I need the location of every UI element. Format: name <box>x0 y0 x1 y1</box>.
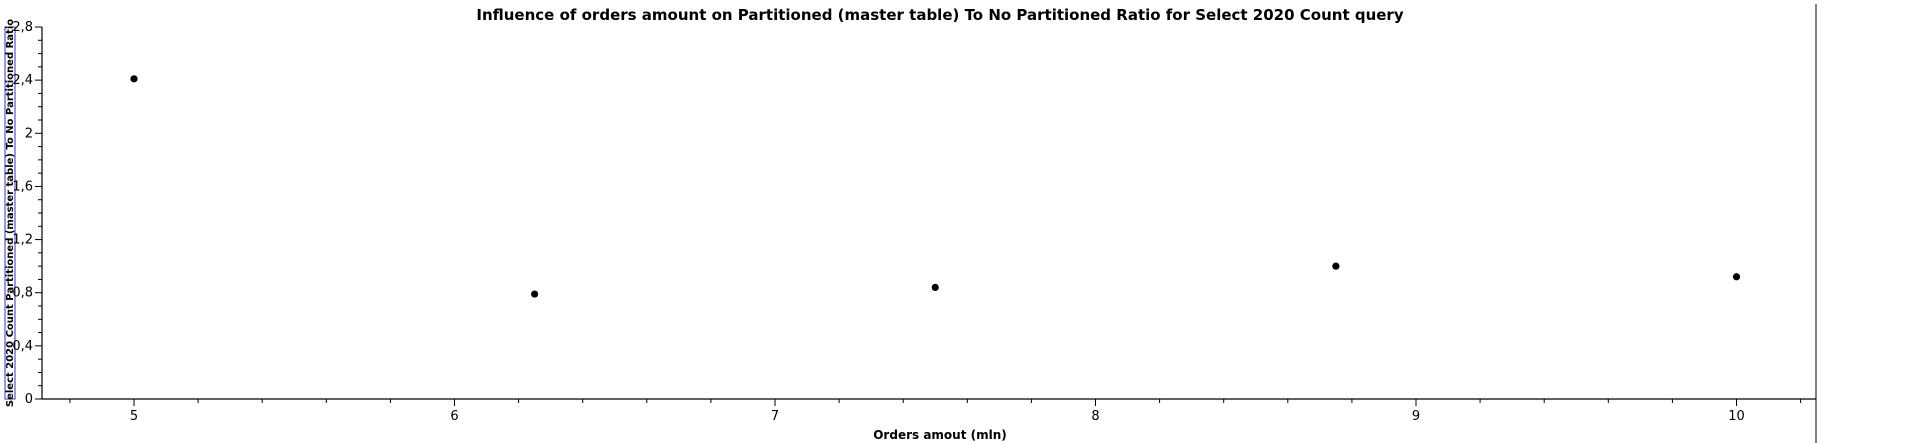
x-tick-label: 8 <box>1091 409 1099 424</box>
x-tick-label: 6 <box>450 409 458 424</box>
y-tick-label: 0,4 <box>12 339 33 354</box>
y-tick-label: 0,8 <box>12 286 33 301</box>
x-tick-label: 7 <box>771 409 779 424</box>
y-tick-label: 2,4 <box>12 73 33 88</box>
y-axis-label-box <box>4 26 16 400</box>
data-point <box>931 283 939 291</box>
y-tick-label: 2 <box>25 126 33 141</box>
data-point <box>1732 273 1741 281</box>
y-axis-label: Select 2020 Count Partitioned (master ta… <box>5 19 16 407</box>
x-tick-label: 5 <box>130 409 138 424</box>
y-tick-label: 0 <box>25 392 33 407</box>
x-axis-label: Orders amout (mln) <box>873 428 1007 442</box>
x-tick-label: 10 <box>1728 409 1745 424</box>
data-points <box>130 75 1741 298</box>
x-axis-ticks: 5 6 7 8 9 10 <box>69 399 1802 424</box>
y-axis-label-group: Select 2020 Count Partitioned (master ta… <box>4 19 16 407</box>
y-axis-ticks: 0 0,4 0,8 1,2 1,6 2 2,4 2,8 <box>12 20 42 407</box>
x-tick-label: 9 <box>1412 409 1420 424</box>
data-point <box>130 75 138 83</box>
data-point <box>531 290 539 298</box>
y-tick-label: 2,8 <box>12 20 33 35</box>
y-tick-label: 1,2 <box>12 233 33 248</box>
chart-title: Influence of orders amount on Partitione… <box>476 6 1403 24</box>
y-tick-label: 1,6 <box>12 179 33 194</box>
data-point <box>1332 262 1340 270</box>
